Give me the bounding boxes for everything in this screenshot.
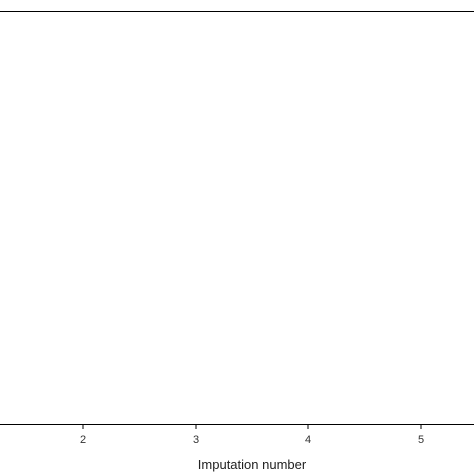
x-axis-ticks: 2 3 4 5 <box>80 424 424 446</box>
x-tick-label: 4 <box>305 434 311 446</box>
strip-group-4 <box>294 0 322 398</box>
points-layer <box>69 0 436 398</box>
x-tick-label: 2 <box>80 434 86 446</box>
strip-group-2 <box>69 0 97 398</box>
x-tick-label: 5 <box>418 434 424 446</box>
strip-group-3 <box>182 0 210 398</box>
x-tick-label: 3 <box>193 434 199 446</box>
strip-group-5 <box>407 0 436 398</box>
x-axis-title: Imputation number <box>198 457 307 472</box>
